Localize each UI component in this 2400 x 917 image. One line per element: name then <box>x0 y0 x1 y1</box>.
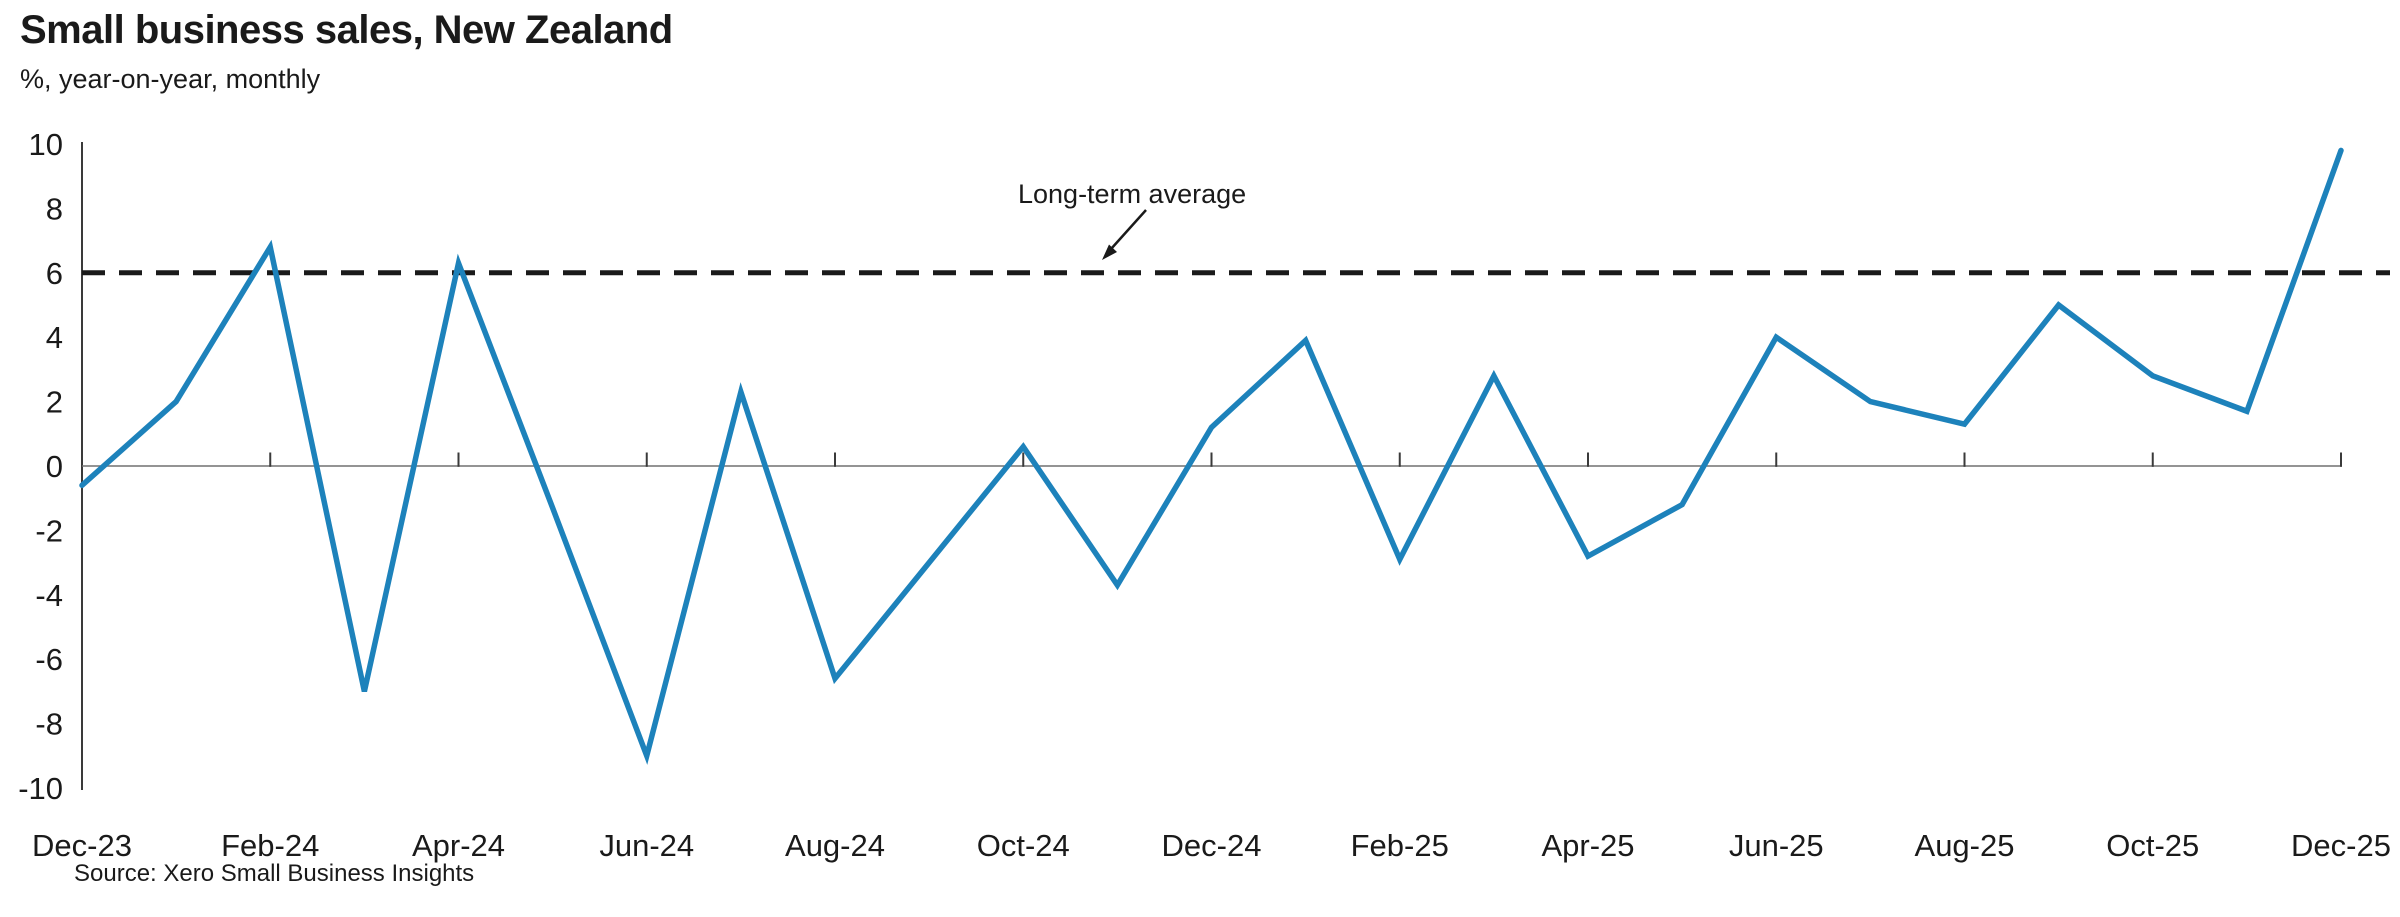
x-tick-label: Jun-25 <box>1729 828 1824 863</box>
x-tick-label: Oct-25 <box>2106 828 2199 863</box>
y-tick-label: 4 <box>46 320 63 355</box>
long-term-average-label: Long-term average <box>1018 179 1247 209</box>
y-tick-label: 10 <box>29 127 63 162</box>
x-tick-label: Oct-24 <box>977 828 1070 863</box>
chart-subtitle: %, year-on-year, monthly <box>20 64 321 94</box>
y-tick-label: -6 <box>35 642 63 677</box>
y-tick-label: 0 <box>46 449 63 484</box>
x-tick-label: Feb-25 <box>1351 828 1449 863</box>
y-tick-label: -4 <box>35 578 63 613</box>
y-tick-label: 8 <box>46 191 63 226</box>
x-tick-label: Aug-24 <box>785 828 885 863</box>
sales-series-line <box>79 147 2344 765</box>
x-axis-tick-labels: Dec-23 Feb-24 Apr-24 Jun-24 Aug-24 Oct-24 Dec-… <box>32 828 2391 863</box>
y-axis-tick-labels: 10 8 6 4 2 0 -2 -4 -6 -8 -10 <box>18 127 63 806</box>
y-tick-label: 2 <box>46 385 63 420</box>
y-tick-label: -8 <box>35 707 63 742</box>
x-tick-label: Jun-24 <box>599 828 694 863</box>
x-tick-label: Dec-25 <box>2291 828 2391 863</box>
annotation-arrow <box>1102 209 1147 260</box>
x-tick-label: Dec-23 <box>32 828 132 863</box>
x-axis-ticks <box>269 452 2342 467</box>
y-tick-label: -10 <box>18 771 63 806</box>
x-tick-label: Feb-24 <box>221 828 319 863</box>
x-tick-label: Aug-25 <box>1915 828 2015 863</box>
y-tick-label: -2 <box>35 513 63 548</box>
source-note: Source: Xero Small Business Insights <box>74 860 475 887</box>
x-tick-label: Apr-24 <box>412 828 505 863</box>
y-tick-label: 6 <box>46 256 63 291</box>
x-tick-label: Dec-24 <box>1162 828 1262 863</box>
x-tick-label: Apr-25 <box>1541 828 1634 863</box>
chart-title: Small business sales, New Zealand <box>20 8 673 52</box>
